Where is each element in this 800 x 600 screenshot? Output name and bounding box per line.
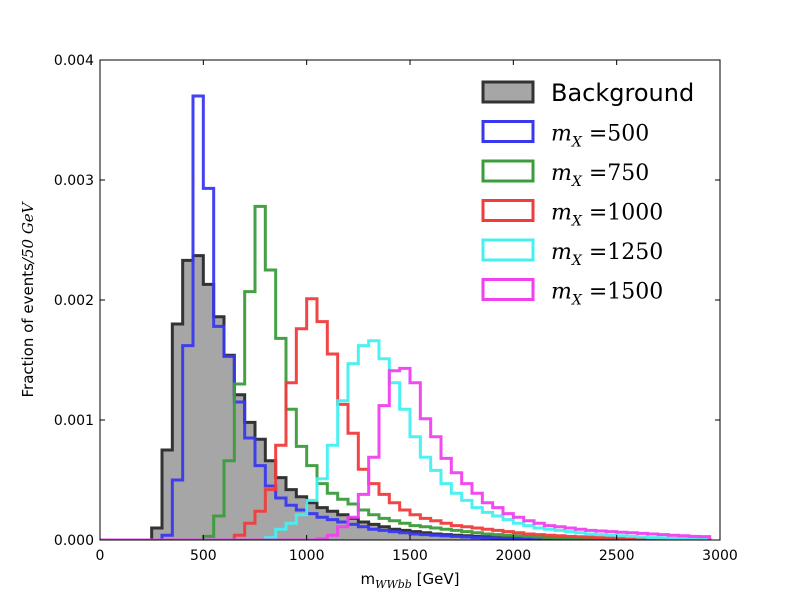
x-axis-label-subscript: WWbb: [375, 578, 412, 591]
x-tick-label: 0: [96, 548, 105, 564]
y-axis-label-suffix: /50 GeV: [19, 200, 37, 265]
legend-item-1500: mX =1500: [481, 278, 663, 309]
legend-swatch: [481, 199, 535, 222]
legend-swatch: [481, 238, 535, 262]
ticks-layer: 0 500 1000 1500 2000 2500 3000 0.000 0.001 0.002 0…: [54, 53, 738, 564]
y-tick-label: 0.002: [54, 293, 94, 309]
y-axis-label: Fraction of events/50 GeV: [19, 200, 37, 397]
x-axis-label: mWWbb [GeV]: [361, 570, 460, 591]
y-tick-label: 0.003: [54, 173, 94, 189]
legend-label: mX =1500: [551, 280, 663, 309]
y-tick-label: 0.004: [54, 53, 94, 69]
legend-label: Background: [551, 79, 694, 107]
x-tick-label: 3000: [702, 548, 738, 564]
legend-swatch: [481, 120, 535, 143]
legend-swatch: [481, 159, 535, 183]
x-axis-label-unit: [GeV]: [412, 570, 460, 588]
legend-swatch: [481, 80, 535, 104]
x-tick-label: 1000: [289, 548, 325, 564]
legend-label: mX =1000: [551, 201, 663, 230]
legend-item-1250: mX =1250: [481, 238, 663, 269]
x-axis-label-main: m: [361, 570, 376, 588]
x-tick-label: 500: [190, 548, 217, 564]
y-axis-label-main: Fraction of events: [19, 263, 37, 398]
x-tick-label: 1500: [392, 548, 428, 564]
series-1000: [100, 297, 712, 540]
legend-item-500: mX =500: [481, 120, 649, 151]
histogram-layer: [100, 94, 712, 540]
series-line-1500: [100, 366, 712, 540]
legend-label: mX =500: [551, 122, 649, 151]
series-line-1250: [100, 339, 712, 540]
legend: Background mX =500 mX =750 mX =1000 mX =1250…: [481, 79, 694, 309]
legend-swatch: [481, 278, 535, 301]
legend-item-1000: mX =1000: [481, 199, 663, 230]
legend-label: mX =750: [551, 161, 649, 190]
series-line-1000: [100, 297, 712, 540]
y-tick-label: 0.001: [54, 413, 94, 429]
series-1500: [100, 366, 712, 540]
legend-item-background: Background: [481, 79, 694, 107]
y-tick-label: 0.000: [54, 533, 94, 549]
legend-label: mX =1250: [551, 240, 663, 269]
legend-item-750: mX =750: [481, 159, 649, 190]
series-1250: [100, 339, 712, 540]
x-tick-label: 2500: [599, 548, 635, 564]
x-tick-label: 2000: [496, 548, 532, 564]
